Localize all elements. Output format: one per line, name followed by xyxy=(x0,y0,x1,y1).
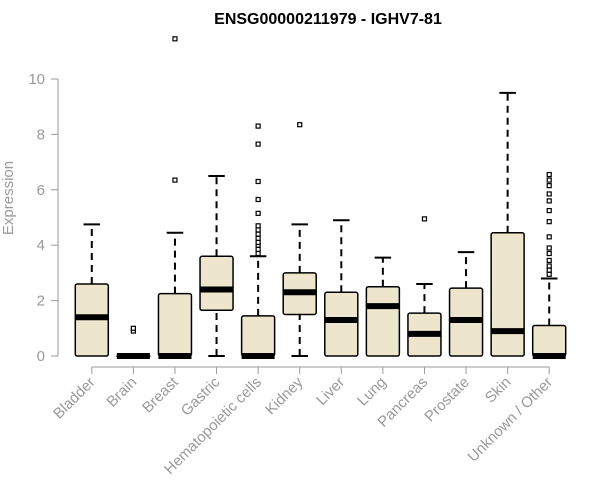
outlier-point xyxy=(255,231,261,237)
x-tick-label: Lung xyxy=(354,374,390,410)
outlier-point xyxy=(255,196,261,203)
box-body xyxy=(490,231,525,357)
outlier-point xyxy=(546,207,552,214)
box-bladder xyxy=(74,223,110,357)
box-body xyxy=(157,292,193,357)
y-tick-label: 4 xyxy=(37,237,45,254)
y-tick-label: 0 xyxy=(37,348,45,365)
y-tick-label: 8 xyxy=(37,126,45,143)
outlier-point xyxy=(255,250,261,257)
box-body xyxy=(531,324,567,357)
box-body xyxy=(365,286,401,357)
x-tick-label: Prostate xyxy=(421,374,473,426)
outlier-point xyxy=(255,210,261,216)
outlier-point xyxy=(172,177,178,183)
x-tick-label: Liver xyxy=(313,374,348,409)
outlier-point xyxy=(546,177,552,183)
y-axis-label: Expression xyxy=(0,161,17,235)
outlier-point xyxy=(546,245,552,251)
outlier-point xyxy=(546,219,552,225)
outlier-point xyxy=(546,191,552,197)
outlier-point xyxy=(130,325,136,331)
boxes-group xyxy=(74,36,567,359)
box-body xyxy=(324,291,359,357)
x-tick-label: Skin xyxy=(482,374,515,407)
outlier-point xyxy=(255,239,261,246)
x-tick-label: Kidney xyxy=(262,373,307,418)
outlier-point xyxy=(546,267,552,273)
box-body xyxy=(240,315,276,357)
box-skin xyxy=(490,91,525,357)
outlier-point xyxy=(546,271,552,277)
outlier-point xyxy=(255,223,261,229)
outlier-point xyxy=(172,36,178,42)
outlier-point xyxy=(546,257,552,264)
box-prostate xyxy=(448,251,484,357)
box-body xyxy=(199,255,234,312)
outlier-point xyxy=(421,216,428,222)
y-axis: 0 2 4 6 8 10 xyxy=(28,71,59,365)
outlier-point xyxy=(255,178,261,185)
box-pancreas xyxy=(407,216,442,357)
box-liver xyxy=(324,219,359,357)
outlier-point xyxy=(255,123,261,129)
outlier-point xyxy=(546,263,552,269)
box-brain xyxy=(116,325,151,359)
outlier-point xyxy=(255,141,261,147)
box-lung xyxy=(365,256,401,357)
x-tick-label: Bladder xyxy=(50,374,99,423)
y-tick-label: 10 xyxy=(28,71,45,88)
y-tick-label: 6 xyxy=(37,182,45,199)
outlier-point xyxy=(546,183,552,189)
x-tick-label: Brain xyxy=(103,374,140,411)
y-tick-label: 2 xyxy=(37,293,45,310)
outlier-point xyxy=(546,234,552,240)
outlier-point xyxy=(297,122,303,128)
outlier-point xyxy=(546,198,552,204)
outlier-point xyxy=(255,235,261,241)
outlier-point xyxy=(546,171,552,178)
outlier-point xyxy=(255,246,261,252)
box-kidney xyxy=(282,122,317,357)
box-hematopoietic-cells xyxy=(240,123,276,359)
outlier-point xyxy=(255,227,261,233)
box-unknown-other xyxy=(531,171,567,359)
outlier-point xyxy=(546,250,552,257)
x-tick-label: Breast xyxy=(139,373,182,416)
box-breast xyxy=(157,36,193,359)
box-gastric xyxy=(199,174,234,357)
chart-title: ENSG00000211979 - IGHV7-81 xyxy=(214,11,442,28)
